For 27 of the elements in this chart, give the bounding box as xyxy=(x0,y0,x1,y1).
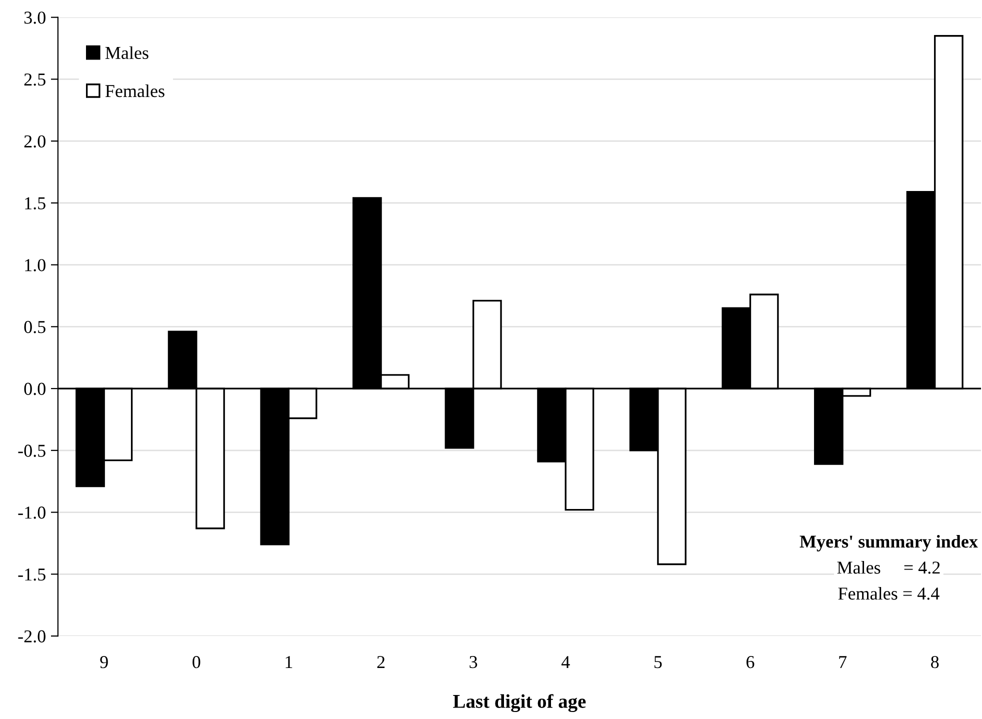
annotation: Males = 4.2 xyxy=(837,561,940,574)
y-tick-label: -0.5 xyxy=(18,444,46,457)
y-tick-label: 0.0 xyxy=(24,382,46,396)
y-tick-label: -1.0 xyxy=(18,506,46,519)
x-tick-label: 1 xyxy=(286,656,292,668)
y-tick-label: 2.5 xyxy=(24,74,46,86)
x-tick-label: 9 xyxy=(100,656,108,668)
x-tick-label: 4 xyxy=(561,656,570,668)
x-tick-label: 0 xyxy=(192,656,200,668)
x-tick-label: 6 xyxy=(746,656,754,668)
annotation: Females = 4.4 xyxy=(838,587,940,600)
legend-label: Males xyxy=(105,46,148,60)
y-tick-label: 2.0 xyxy=(24,135,46,148)
x-axis-title: Last digit of age xyxy=(453,694,586,712)
y-tick-label: 1.0 xyxy=(25,259,46,272)
y-tick-label: 1.5 xyxy=(25,197,46,210)
y-tick-label: 3.0 xyxy=(24,12,46,24)
x-tick-label: 8 xyxy=(931,656,939,668)
y-tick-label: 0.5 xyxy=(24,320,46,334)
y-tick-label: -1.5 xyxy=(18,568,46,581)
x-tick-label: 7 xyxy=(839,656,847,668)
y-tick-label: -2.0 xyxy=(18,630,46,643)
legend-label: Females xyxy=(105,84,164,98)
annotation: Myers' summary index xyxy=(800,535,978,552)
x-tick-label: 5 xyxy=(654,656,662,668)
x-tick-label: 2 xyxy=(377,656,385,668)
x-tick-label: 3 xyxy=(470,656,478,668)
